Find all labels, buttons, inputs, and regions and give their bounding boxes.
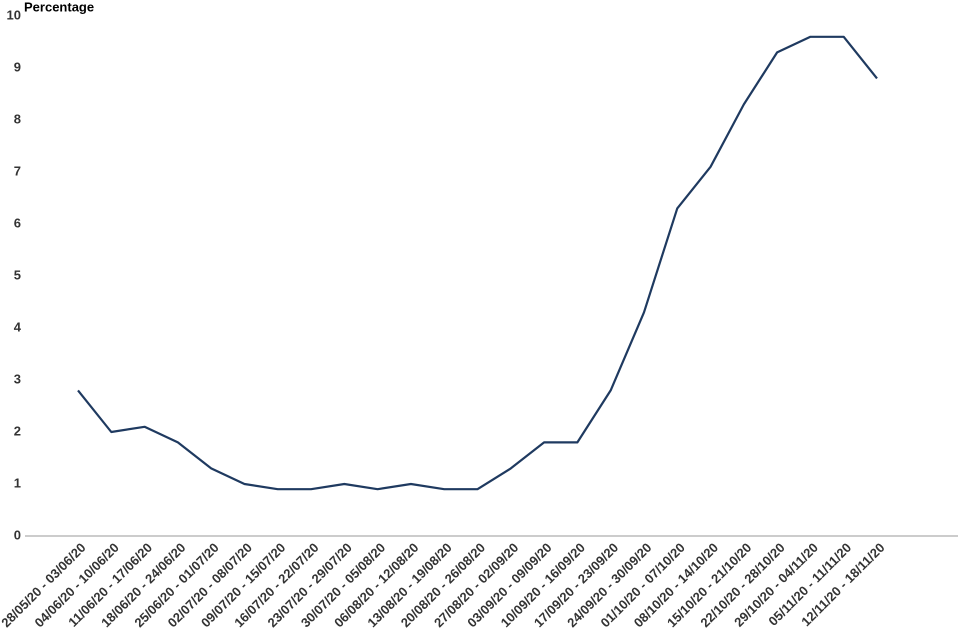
y-tick-label: 10 bbox=[7, 7, 21, 22]
y-tick-label: 7 bbox=[14, 163, 21, 178]
y-tick-label: 6 bbox=[14, 215, 21, 230]
y-tick-label: 8 bbox=[14, 111, 21, 126]
y-tick-label: 1 bbox=[14, 475, 21, 490]
data-line bbox=[77, 35, 878, 491]
y-tick-label: 5 bbox=[14, 267, 21, 282]
y-axis-title: Percentage bbox=[24, 0, 94, 14]
y-tick-label: 9 bbox=[14, 59, 21, 74]
y-tick-label: 0 bbox=[14, 527, 21, 542]
y-tick-label: 4 bbox=[14, 319, 22, 334]
y-tick-label: 2 bbox=[14, 423, 21, 438]
y-tick-label: 3 bbox=[14, 371, 21, 386]
